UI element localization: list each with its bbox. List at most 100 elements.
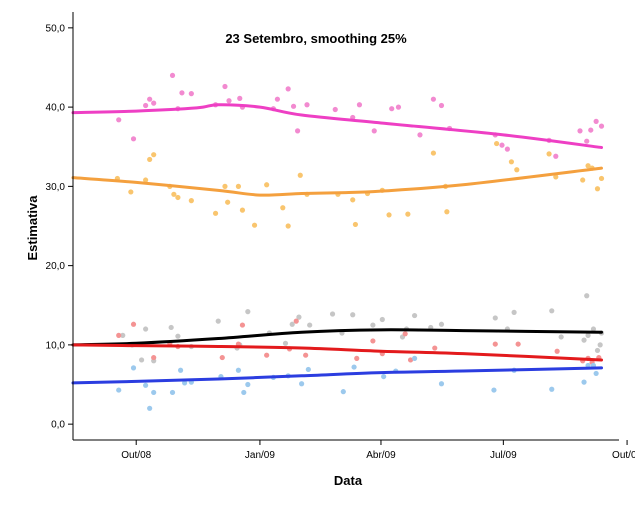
data-point-blue <box>381 373 387 380</box>
data-point-orange <box>175 194 181 201</box>
data-point-orange <box>405 211 411 217</box>
data-point-blue <box>351 364 357 370</box>
data-point-gray <box>438 321 445 327</box>
data-point-gray <box>168 324 174 331</box>
data-point-magenta <box>290 103 297 109</box>
data-point-gray <box>143 326 149 332</box>
data-point-blue <box>177 367 184 373</box>
data-point-orange <box>494 140 500 147</box>
data-point-magenta <box>417 132 423 138</box>
x-tick-label: Jan/09 <box>245 450 275 461</box>
data-point-magenta <box>395 104 402 110</box>
data-point-magenta <box>371 128 377 134</box>
data-point-magenta <box>593 118 599 124</box>
x-tick-label: Out/08 <box>121 450 151 461</box>
data-point-gray <box>350 312 356 318</box>
data-point-orange <box>212 210 219 216</box>
data-point-magenta <box>332 106 338 113</box>
data-point-orange <box>188 198 194 204</box>
data-point-red <box>402 331 408 337</box>
data-point-magenta <box>169 72 176 79</box>
data-point-orange <box>514 167 520 173</box>
data-point-red <box>303 352 309 358</box>
data-point-orange <box>594 186 601 192</box>
data-point-gray <box>597 342 603 348</box>
data-point-blue <box>549 386 555 392</box>
data-point-magenta <box>147 96 153 102</box>
data-point-orange <box>151 152 157 158</box>
y-tick-label: 0,0 <box>51 420 65 431</box>
data-point-gray <box>411 312 418 319</box>
data-point-gray <box>584 293 590 299</box>
data-point-gray <box>329 311 336 317</box>
data-point-gray <box>585 332 591 338</box>
data-point-blue <box>340 389 346 395</box>
data-point-orange <box>235 183 242 189</box>
data-point-gray <box>120 332 126 338</box>
data-point-red <box>354 355 360 361</box>
chart-title: 23 Setembro, smoothing 25% <box>225 31 407 46</box>
data-point-blue <box>130 365 137 371</box>
y-tick-label: 30,0 <box>46 182 66 193</box>
data-point-magenta <box>598 123 605 129</box>
data-point-magenta <box>179 90 185 96</box>
data-point-magenta <box>430 96 437 102</box>
data-point-red <box>264 352 270 358</box>
data-point-gray <box>296 314 302 320</box>
data-point-orange <box>580 177 586 183</box>
data-point-gray <box>175 333 181 339</box>
data-point-orange <box>239 207 246 213</box>
data-point-red <box>492 341 498 347</box>
trend-line-red <box>71 343 604 362</box>
trend-line-magenta <box>71 103 604 150</box>
data-point-red <box>554 348 560 354</box>
trend-line-gray <box>71 328 604 347</box>
data-point-orange <box>386 212 392 218</box>
data-point-red <box>116 332 122 338</box>
data-point-magenta <box>130 136 137 142</box>
data-point-blue <box>116 387 122 393</box>
data-point-red <box>151 354 157 361</box>
trend-line-orange <box>71 166 604 197</box>
data-point-orange <box>350 197 356 203</box>
data-point-red <box>130 321 137 327</box>
data-point-magenta <box>226 98 232 104</box>
data-point-red <box>370 338 376 344</box>
data-point-magenta <box>188 91 194 97</box>
data-point-blue <box>143 382 149 388</box>
data-point-orange <box>280 205 286 211</box>
data-point-gray <box>215 318 221 324</box>
axes-layer: 0,0 10,0 20,0 30,0 40,0 50,0 Out/08 Jan/09 Abr/0… <box>46 12 635 461</box>
y-tick-label: 40,0 <box>46 103 66 114</box>
data-point-gray <box>370 322 376 328</box>
data-point-orange <box>585 163 591 169</box>
data-point-orange <box>444 209 450 215</box>
data-point-gray <box>581 337 587 343</box>
data-point-gray <box>282 340 289 346</box>
data-point-magenta <box>588 127 594 133</box>
data-point-blue <box>147 405 153 411</box>
data-point-gray <box>245 309 251 315</box>
data-point-orange <box>553 174 559 180</box>
data-point-magenta <box>584 138 590 144</box>
trend-lines-layer <box>71 103 604 385</box>
data-point-red <box>407 357 414 363</box>
data-point-orange <box>225 199 231 205</box>
data-point-magenta <box>356 102 363 108</box>
y-tick-label: 10,0 <box>46 340 66 351</box>
data-point-orange <box>171 191 177 197</box>
y-tick-label: 50,0 <box>46 23 66 34</box>
data-point-magenta <box>389 106 395 112</box>
data-point-blue <box>169 389 176 396</box>
y-tick-label: 20,0 <box>46 261 66 272</box>
data-point-blue <box>593 370 599 377</box>
data-point-gray <box>549 308 555 314</box>
x-tick-label: Jul/09 <box>490 450 517 461</box>
data-point-orange <box>222 183 228 189</box>
data-point-blue <box>182 380 188 386</box>
data-point-magenta <box>151 100 157 106</box>
data-point-red <box>432 345 438 351</box>
data-point-red <box>219 354 225 361</box>
